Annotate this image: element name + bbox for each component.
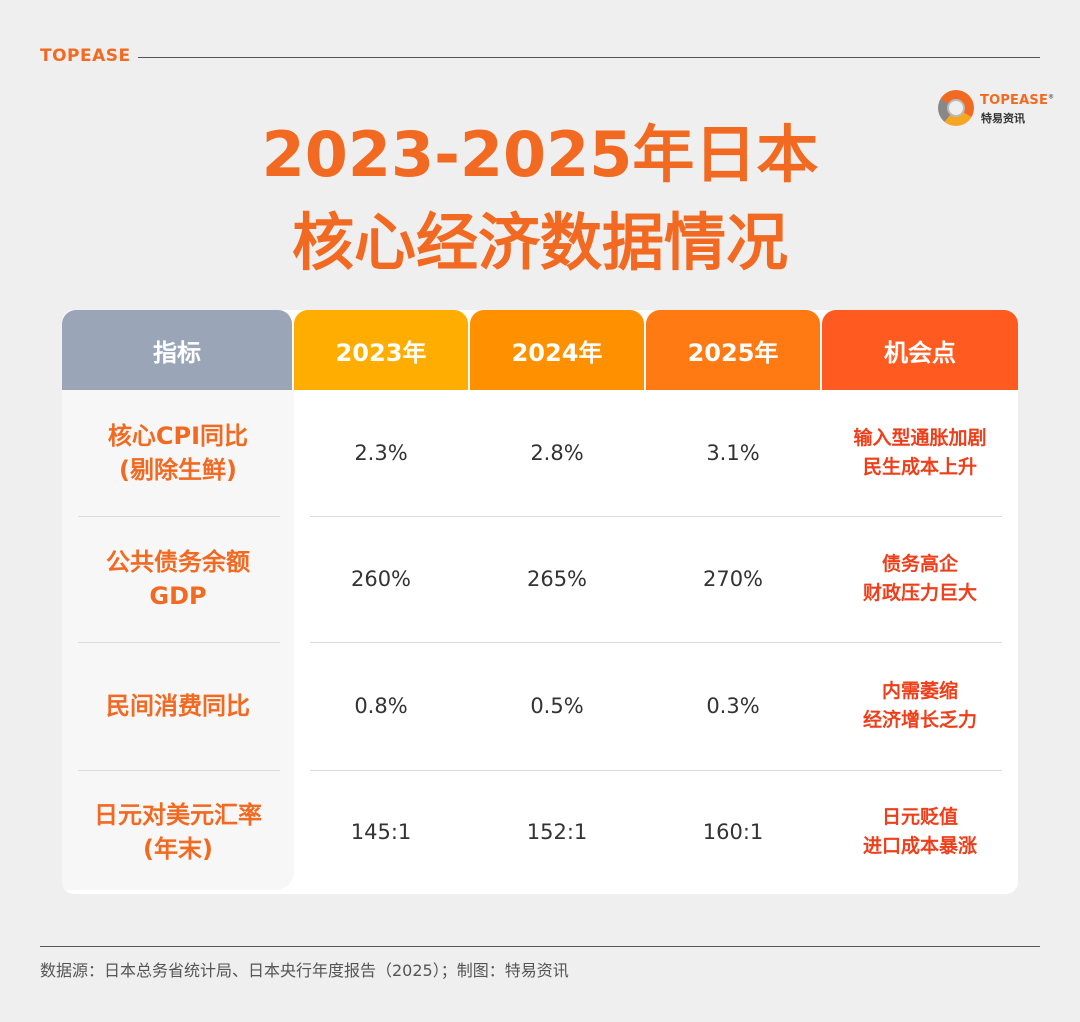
logo-name: TOPEASE [980,93,1049,108]
economic-data-table: 指标 2023年 2024年 2025年 机会点 核心CPI同比 (剔除生鲜) … [62,310,1018,894]
header-indicator: 指标 [62,310,292,390]
header-2024: 2024年 [470,310,644,390]
opportunity-cell: 内需萎缩 经济增长乏力 [862,680,977,731]
bottom-divider [40,946,1040,947]
row-divider [78,642,280,643]
row-label-core-cpi: 核心CPI同比 (剔除生鲜) [107,422,249,484]
row-divider [310,642,1002,643]
header-opportunity: 机会点 [822,310,1018,390]
page-title-line1: 2023-2025年日本 [261,118,819,191]
table-cell: 260% [350,567,412,591]
row-label-exchange-rate: 日元对美元汇率 (年末) [94,801,262,863]
header-2023: 2023年 [294,310,468,390]
table-cell: 160:1 [702,820,764,844]
row-divider [78,516,280,517]
table-cell: 270% [702,567,764,591]
header-2025: 2025年 [646,310,820,390]
table-cell: 0.5% [530,694,584,718]
table-cell: 0.8% [354,694,408,718]
opportunity-cell: 债务高企 财政压力巨大 [862,553,977,604]
table-cell: 152:1 [526,820,588,844]
page-title-line2: 核心经济数据情况 [291,206,788,279]
row-divider [78,770,280,771]
row-label-private-consumption: 民间消费同比 [106,692,250,720]
topease-logo: TOPEASE® 特易资讯 [938,90,1054,130]
table-cell: 2.8% [530,441,584,465]
brand-label: TOPEASE [40,46,131,66]
row-label-public-debt: 公共债务余额 GDP [106,548,250,610]
source-note: 数据源：日本总务省统计局、日本央行年度报告（2025）；制图：特易资讯 [40,961,569,980]
logo-mark-icon [938,90,974,126]
indicator-column [62,390,294,890]
table-cell: 3.1% [706,441,760,465]
table-cell: 145:1 [350,820,412,844]
table-cell: 0.3% [706,694,760,718]
table-cell: 2.3% [354,441,408,465]
opportunity-cell: 日元贬值 进口成本暴涨 [862,806,977,857]
logo-subtitle: 特易资讯 [981,112,1025,125]
top-divider [138,57,1040,58]
row-divider [310,770,1002,771]
table-cell: 265% [526,567,588,591]
opportunity-cell: 输入型通胀加剧 民生成本上升 [853,427,987,478]
row-divider [310,516,1002,517]
